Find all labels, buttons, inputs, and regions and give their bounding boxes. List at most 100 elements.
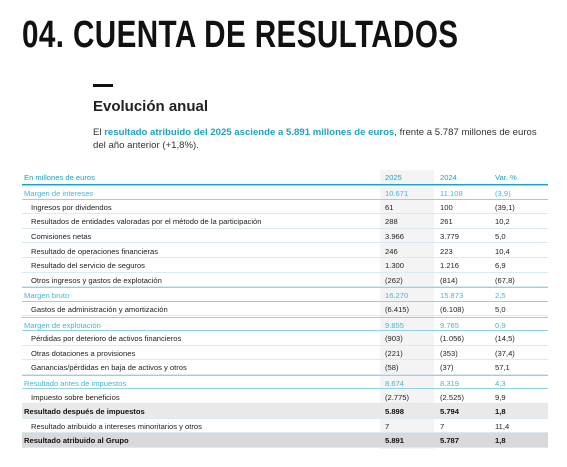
cell-label: Otras dotaciones a provisiones bbox=[31, 348, 136, 358]
cell-value: 10.671 bbox=[385, 189, 409, 199]
cell-value: 6,9 bbox=[495, 261, 506, 271]
cell-value: 5.787 bbox=[440, 436, 460, 446]
cell-value: 7 bbox=[385, 421, 390, 431]
cell-label: Resultado de operaciones financieras bbox=[31, 246, 159, 256]
table-row: Comisiones netas 3.966 3.779 5,0 bbox=[22, 229, 548, 244]
cell-label: Impuesto sobre beneficios bbox=[31, 392, 120, 402]
cell-value: 1.300 bbox=[385, 261, 405, 271]
title-dash bbox=[93, 84, 113, 87]
cell-value: (262) bbox=[385, 275, 403, 285]
cell-value: 223 bbox=[440, 246, 453, 256]
cell-value: 5,0 bbox=[495, 304, 506, 314]
table-row: Resultado atribuido a intereses minorita… bbox=[22, 419, 548, 434]
cell-value: 5.794 bbox=[440, 407, 460, 417]
cell-label: Resultado atribuido al Grupo bbox=[24, 436, 129, 446]
table-row: Impuesto sobre beneficios (2.775) (2.525) 9… bbox=[22, 390, 548, 405]
cell-value: 1,8 bbox=[495, 436, 506, 446]
cell-value: 9.765 bbox=[440, 320, 460, 330]
cell-value: (6.108) bbox=[440, 304, 465, 314]
table-row: Margen de intereses 10.671 11.108 (3,9) bbox=[22, 185, 548, 200]
cell-label: Margen de explotación bbox=[24, 320, 101, 330]
cell-value: (2.525) bbox=[440, 392, 465, 402]
cell-value: 3.966 bbox=[385, 231, 405, 241]
cell-label: Resultado atribuido a intereses minorita… bbox=[31, 421, 202, 431]
cell-value: (37,4) bbox=[495, 348, 515, 358]
cell-value: 1,8 bbox=[495, 407, 506, 417]
cell-label: En millones de euros bbox=[24, 173, 95, 182]
cell-value: 7 bbox=[440, 421, 445, 431]
cell-label: Resultados de entidades valoradas por el… bbox=[31, 217, 262, 227]
cell-value: 15.873 bbox=[440, 291, 464, 301]
cell-value: 5.898 bbox=[385, 407, 405, 417]
cell-value: 11,4 bbox=[495, 421, 510, 431]
cell-value: (39,1) bbox=[495, 202, 515, 212]
cell-label: Ganancias/pérdidas en baja de activos y … bbox=[31, 363, 187, 373]
cell-value: 5.891 bbox=[385, 436, 405, 446]
cell-label: Resultado del servicio de seguros bbox=[31, 261, 145, 271]
cell-value: 9,9 bbox=[495, 392, 506, 402]
cell-label: Otros ingresos y gastos de explotación bbox=[31, 275, 162, 285]
table-row: Resultado atribuido al Grupo 5.891 5.787 1,… bbox=[22, 433, 548, 448]
cell-value: (814) bbox=[440, 275, 458, 285]
intro-text: , frente a 5.787 millones de euros del a… bbox=[93, 127, 537, 151]
cell-value: (3,9) bbox=[495, 189, 511, 199]
cell-label: Margen de intereses bbox=[24, 189, 94, 199]
cell-value: 0,9 bbox=[495, 320, 506, 330]
cell-label: Comisiones netas bbox=[31, 231, 92, 241]
cell-value: 288 bbox=[385, 217, 398, 227]
cell-value: 261 bbox=[440, 217, 453, 227]
cell-value: 2024 bbox=[440, 173, 457, 182]
cell-value: 2,5 bbox=[495, 291, 506, 301]
cell-label: Resultado antes de impuestos bbox=[24, 378, 127, 388]
cell-value: Var. % bbox=[495, 173, 517, 182]
table-row: Ganancias/pérdidas en baja de activos y … bbox=[22, 360, 548, 375]
cell-label: Gastos de administración y amortización bbox=[31, 304, 168, 314]
cell-value: (2.775) bbox=[385, 392, 410, 402]
table-row: Resultado de operaciones financieras 246 2… bbox=[22, 244, 548, 259]
cell-value: (14,5) bbox=[495, 334, 515, 344]
table-row: Ingresos por dividendos 61 100 (39,1) bbox=[22, 200, 548, 215]
cell-value: (67,8) bbox=[495, 275, 515, 285]
cell-value: (58) bbox=[385, 363, 399, 373]
cell-value: (37) bbox=[440, 363, 454, 373]
cell-value: 10,2 bbox=[495, 217, 510, 227]
cell-value: 100 bbox=[440, 202, 453, 212]
table-row: Resultado antes de impuestos 8.674 8.319 4,… bbox=[22, 374, 548, 390]
results-table: En millones de euros 2025 2024 Var. % Margen… bbox=[22, 170, 548, 449]
cell-value: 246 bbox=[385, 246, 398, 256]
cell-value: 11.108 bbox=[440, 189, 463, 199]
column-shade bbox=[380, 170, 434, 449]
intro-text: El bbox=[93, 127, 105, 138]
table-row: Resultado después de impuestos 5.898 5.794… bbox=[22, 404, 548, 419]
table-row: Resultados de entidades valoradas por el… bbox=[22, 214, 548, 229]
section-subtitle: Evolución anual bbox=[93, 98, 209, 115]
table-row: Pérdidas por deterioro de activos financ… bbox=[22, 331, 548, 346]
cell-value: 2025 bbox=[385, 173, 402, 182]
cell-value: (1.056) bbox=[440, 334, 465, 344]
table-row: Margen de explotación 9.855 9.765 0,9 bbox=[22, 316, 548, 332]
intro-paragraph: El resultado atribuido del 2025 asciende… bbox=[93, 126, 548, 152]
intro-highlight: resultado atribuido del 2025 asciende a … bbox=[104, 127, 395, 138]
cell-value: 61 bbox=[385, 202, 394, 212]
cell-value: (6.415) bbox=[385, 304, 410, 314]
cell-value: 8.674 bbox=[385, 378, 405, 388]
cell-value: 10,4 bbox=[495, 246, 510, 256]
table-row: Resultado del servicio de seguros 1.300 1.… bbox=[22, 258, 548, 273]
cell-value: 8.319 bbox=[440, 378, 460, 388]
table-row: Otras dotaciones a provisiones (221) (353)… bbox=[22, 346, 548, 361]
cell-value: 5,0 bbox=[495, 231, 506, 241]
table-row: Otros ingresos y gastos de explotación (2… bbox=[22, 273, 548, 288]
page-title: 04. CUENTA DE RESULTADOS bbox=[22, 14, 459, 56]
cell-value: 4,3 bbox=[495, 378, 506, 388]
cell-value: (221) bbox=[385, 348, 403, 358]
cell-value: 3.779 bbox=[440, 231, 460, 241]
cell-label: Pérdidas por deterioro de activos financ… bbox=[31, 334, 182, 344]
table-row: Margen bruto 16.270 15.873 2,5 bbox=[22, 287, 548, 302]
table-row: Gastos de administración y amortización (… bbox=[22, 302, 548, 317]
cell-label: Ingresos por dividendos bbox=[31, 202, 112, 212]
cell-label: Resultado después de impuestos bbox=[24, 407, 145, 417]
cell-value: (353) bbox=[440, 348, 458, 358]
cell-value: (903) bbox=[385, 334, 403, 344]
cell-value: 1.216 bbox=[440, 261, 460, 271]
